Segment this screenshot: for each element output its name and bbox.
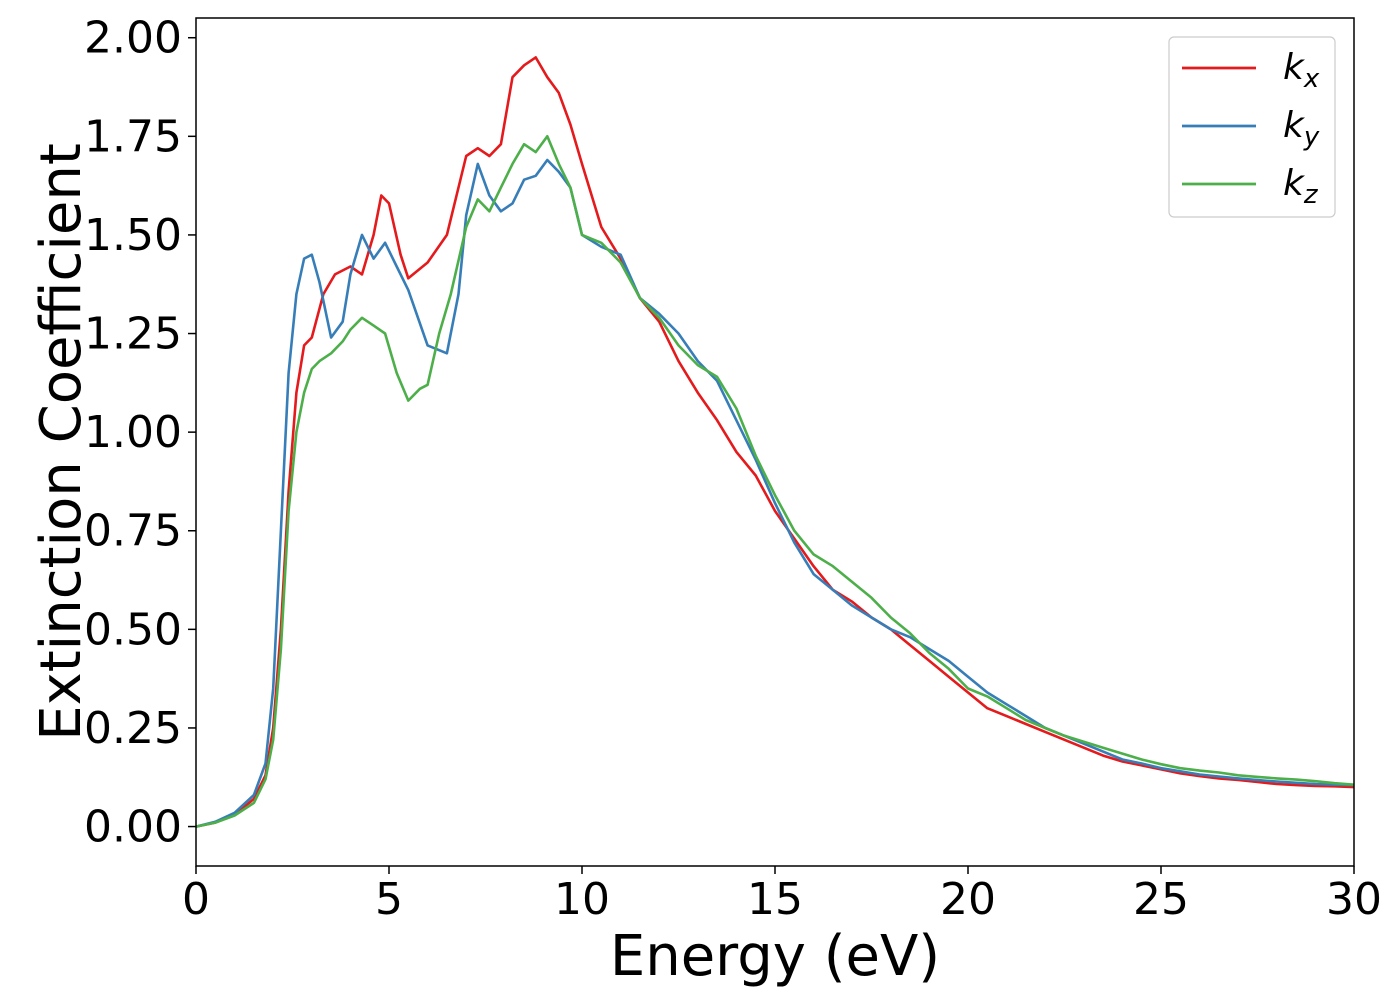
x-axis-ticks: 0 5 10 15 20 25 30	[182, 866, 1382, 925]
series-line-kz	[195, 135, 1355, 828]
series-line-ky	[195, 158, 1355, 828]
x-tick-label: 15	[747, 874, 803, 925]
x-tick-label: 25	[1133, 874, 1189, 925]
y-tick-label: 1.75	[84, 111, 182, 162]
x-tick-label: 10	[554, 874, 610, 925]
y-tick-label: 0.25	[84, 703, 182, 754]
y-tick-label: 1.50	[84, 210, 182, 261]
y-tick-label: 2.00	[84, 13, 182, 64]
y-axis-ticks: 0.00 0.25 0.50 0.75 1.00 1.25 1.50 1.75 2.00	[84, 13, 196, 853]
series-layer	[195, 56, 1355, 828]
series-line-kx	[195, 56, 1355, 828]
y-axis-label: Extinction Coefficient	[29, 143, 94, 741]
x-tick-label: 20	[940, 874, 996, 925]
y-tick-label: 0.00	[84, 802, 182, 853]
y-tick-label: 0.75	[84, 506, 182, 557]
x-tick-label: 0	[182, 874, 210, 925]
y-tick-label: 1.00	[84, 407, 182, 458]
y-tick-label: 1.25	[84, 309, 182, 360]
x-tick-label: 5	[375, 874, 403, 925]
x-axis-label: Energy (eV)	[610, 924, 940, 989]
x-tick-label: 30	[1326, 874, 1382, 925]
y-tick-label: 0.50	[84, 604, 182, 655]
